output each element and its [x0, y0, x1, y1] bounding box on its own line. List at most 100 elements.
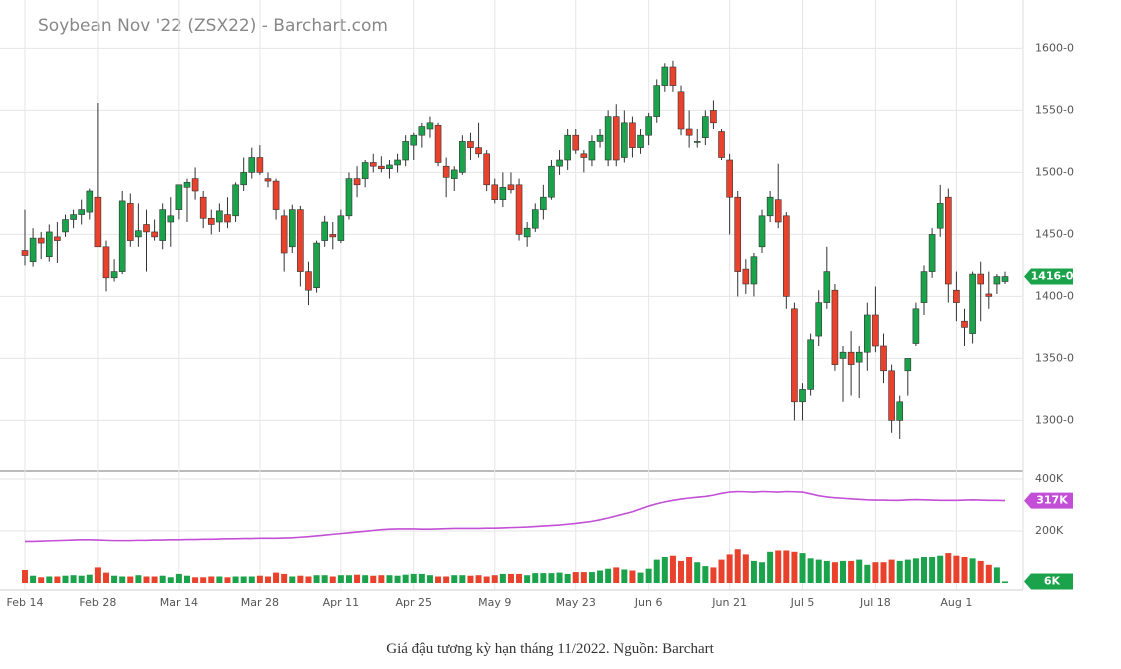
- candle-body: [345, 178, 353, 217]
- candle-body: [710, 110, 717, 124]
- candle-body: [588, 141, 596, 161]
- volume-bar: [645, 568, 652, 583]
- volume-bar: [750, 560, 757, 583]
- volume-bar: [46, 576, 53, 583]
- candle-body: [904, 358, 912, 372]
- volume-bar: [669, 555, 676, 583]
- candle-body: [29, 237, 37, 262]
- candle-body: [78, 209, 85, 215]
- candle-body: [394, 159, 401, 166]
- candle-body: [540, 196, 547, 210]
- volume-bar: [78, 575, 85, 583]
- candle-body: [580, 153, 588, 158]
- volume-bar: [240, 576, 247, 583]
- candle-body: [337, 215, 345, 241]
- y-tick-label: 1350-0: [1035, 351, 1074, 364]
- candle-body: [378, 165, 385, 169]
- candle-body: [864, 314, 871, 353]
- volume-bar: [783, 550, 790, 583]
- candle-body: [37, 237, 45, 244]
- candle-body: [969, 273, 976, 334]
- candle-body: [135, 230, 142, 238]
- candle-body: [847, 351, 855, 365]
- candle-body: [661, 66, 669, 86]
- candle-body: [669, 66, 677, 86]
- chart: Soybean Nov '22 (ZSX22) - Barchart.com F…: [0, 0, 1074, 609]
- candle-body: [653, 85, 661, 117]
- volume-bar: [969, 558, 976, 583]
- volume-bar: [856, 559, 863, 583]
- candle-body: [920, 271, 928, 303]
- candle-body: [143, 224, 150, 233]
- candle-body: [977, 273, 985, 285]
- candle-body: [758, 215, 766, 248]
- candle-body: [556, 159, 563, 167]
- candle-body: [191, 178, 199, 192]
- candle-body: [637, 134, 644, 148]
- x-tick-label: Mar 28: [241, 596, 279, 609]
- candle-body: [742, 268, 750, 285]
- candle-body: [21, 250, 29, 256]
- candle-body: [102, 246, 110, 279]
- volume-bar: [597, 570, 604, 583]
- volume-bar: [734, 549, 741, 583]
- candle-body: [807, 339, 814, 390]
- candle-body: [912, 308, 920, 344]
- y-tick-label: 1400-0: [1035, 289, 1074, 302]
- volume-bar: [710, 567, 717, 583]
- volume-bar: [694, 562, 701, 583]
- candle-body: [572, 134, 580, 151]
- candle-body: [531, 209, 539, 229]
- volume-bar: [362, 575, 369, 583]
- volume-bar: [548, 573, 555, 583]
- candle-body: [718, 131, 725, 158]
- volume-bar: [726, 554, 733, 583]
- candle-body: [110, 271, 118, 279]
- value-badge: [1024, 492, 1073, 509]
- candle-body: [118, 200, 126, 272]
- x-tick-label: Feb 14: [7, 596, 44, 609]
- candle-body: [953, 289, 960, 303]
- candle-body: [985, 293, 993, 297]
- volume-bar: [175, 573, 182, 583]
- candle-body: [783, 215, 790, 297]
- volume-bar: [613, 567, 620, 583]
- volume-bar: [961, 557, 968, 583]
- candle-body: [442, 165, 450, 178]
- volume-bar: [54, 576, 61, 583]
- volume-bar: [94, 567, 101, 583]
- volume-bar: [183, 575, 190, 583]
- volume-bar: [135, 575, 142, 583]
- candle-body: [855, 351, 863, 363]
- candle-body: [831, 289, 839, 365]
- candle-body: [126, 203, 134, 241]
- volume-bar: [831, 562, 838, 583]
- volume-bar: [70, 575, 77, 583]
- volume-bar: [337, 575, 344, 583]
- candle-body: [224, 214, 231, 223]
- candle-body: [872, 314, 879, 347]
- candle-body: [199, 196, 207, 219]
- candle-body: [426, 122, 434, 130]
- volume-bar: [767, 551, 774, 583]
- candle-body: [596, 134, 604, 142]
- volume-bar: [621, 569, 628, 583]
- volume-bar: [151, 576, 158, 583]
- candle-body: [240, 172, 247, 186]
- volume-bar: [483, 576, 490, 583]
- x-tick-label: Feb 28: [79, 596, 116, 609]
- volume-bar: [1002, 581, 1008, 583]
- candle-body: [216, 210, 223, 223]
- volume-bar: [102, 572, 109, 583]
- candle-body: [264, 178, 272, 182]
- candle-body: [151, 231, 158, 238]
- candle-body: [645, 116, 652, 136]
- volume-bar: [605, 568, 612, 583]
- candle-body: [799, 389, 806, 403]
- volume-bar: [273, 572, 280, 583]
- candle-body: [693, 141, 701, 143]
- candle-body: [548, 165, 555, 198]
- candle-body: [815, 302, 823, 337]
- x-tick-label: Jun 21: [711, 596, 747, 609]
